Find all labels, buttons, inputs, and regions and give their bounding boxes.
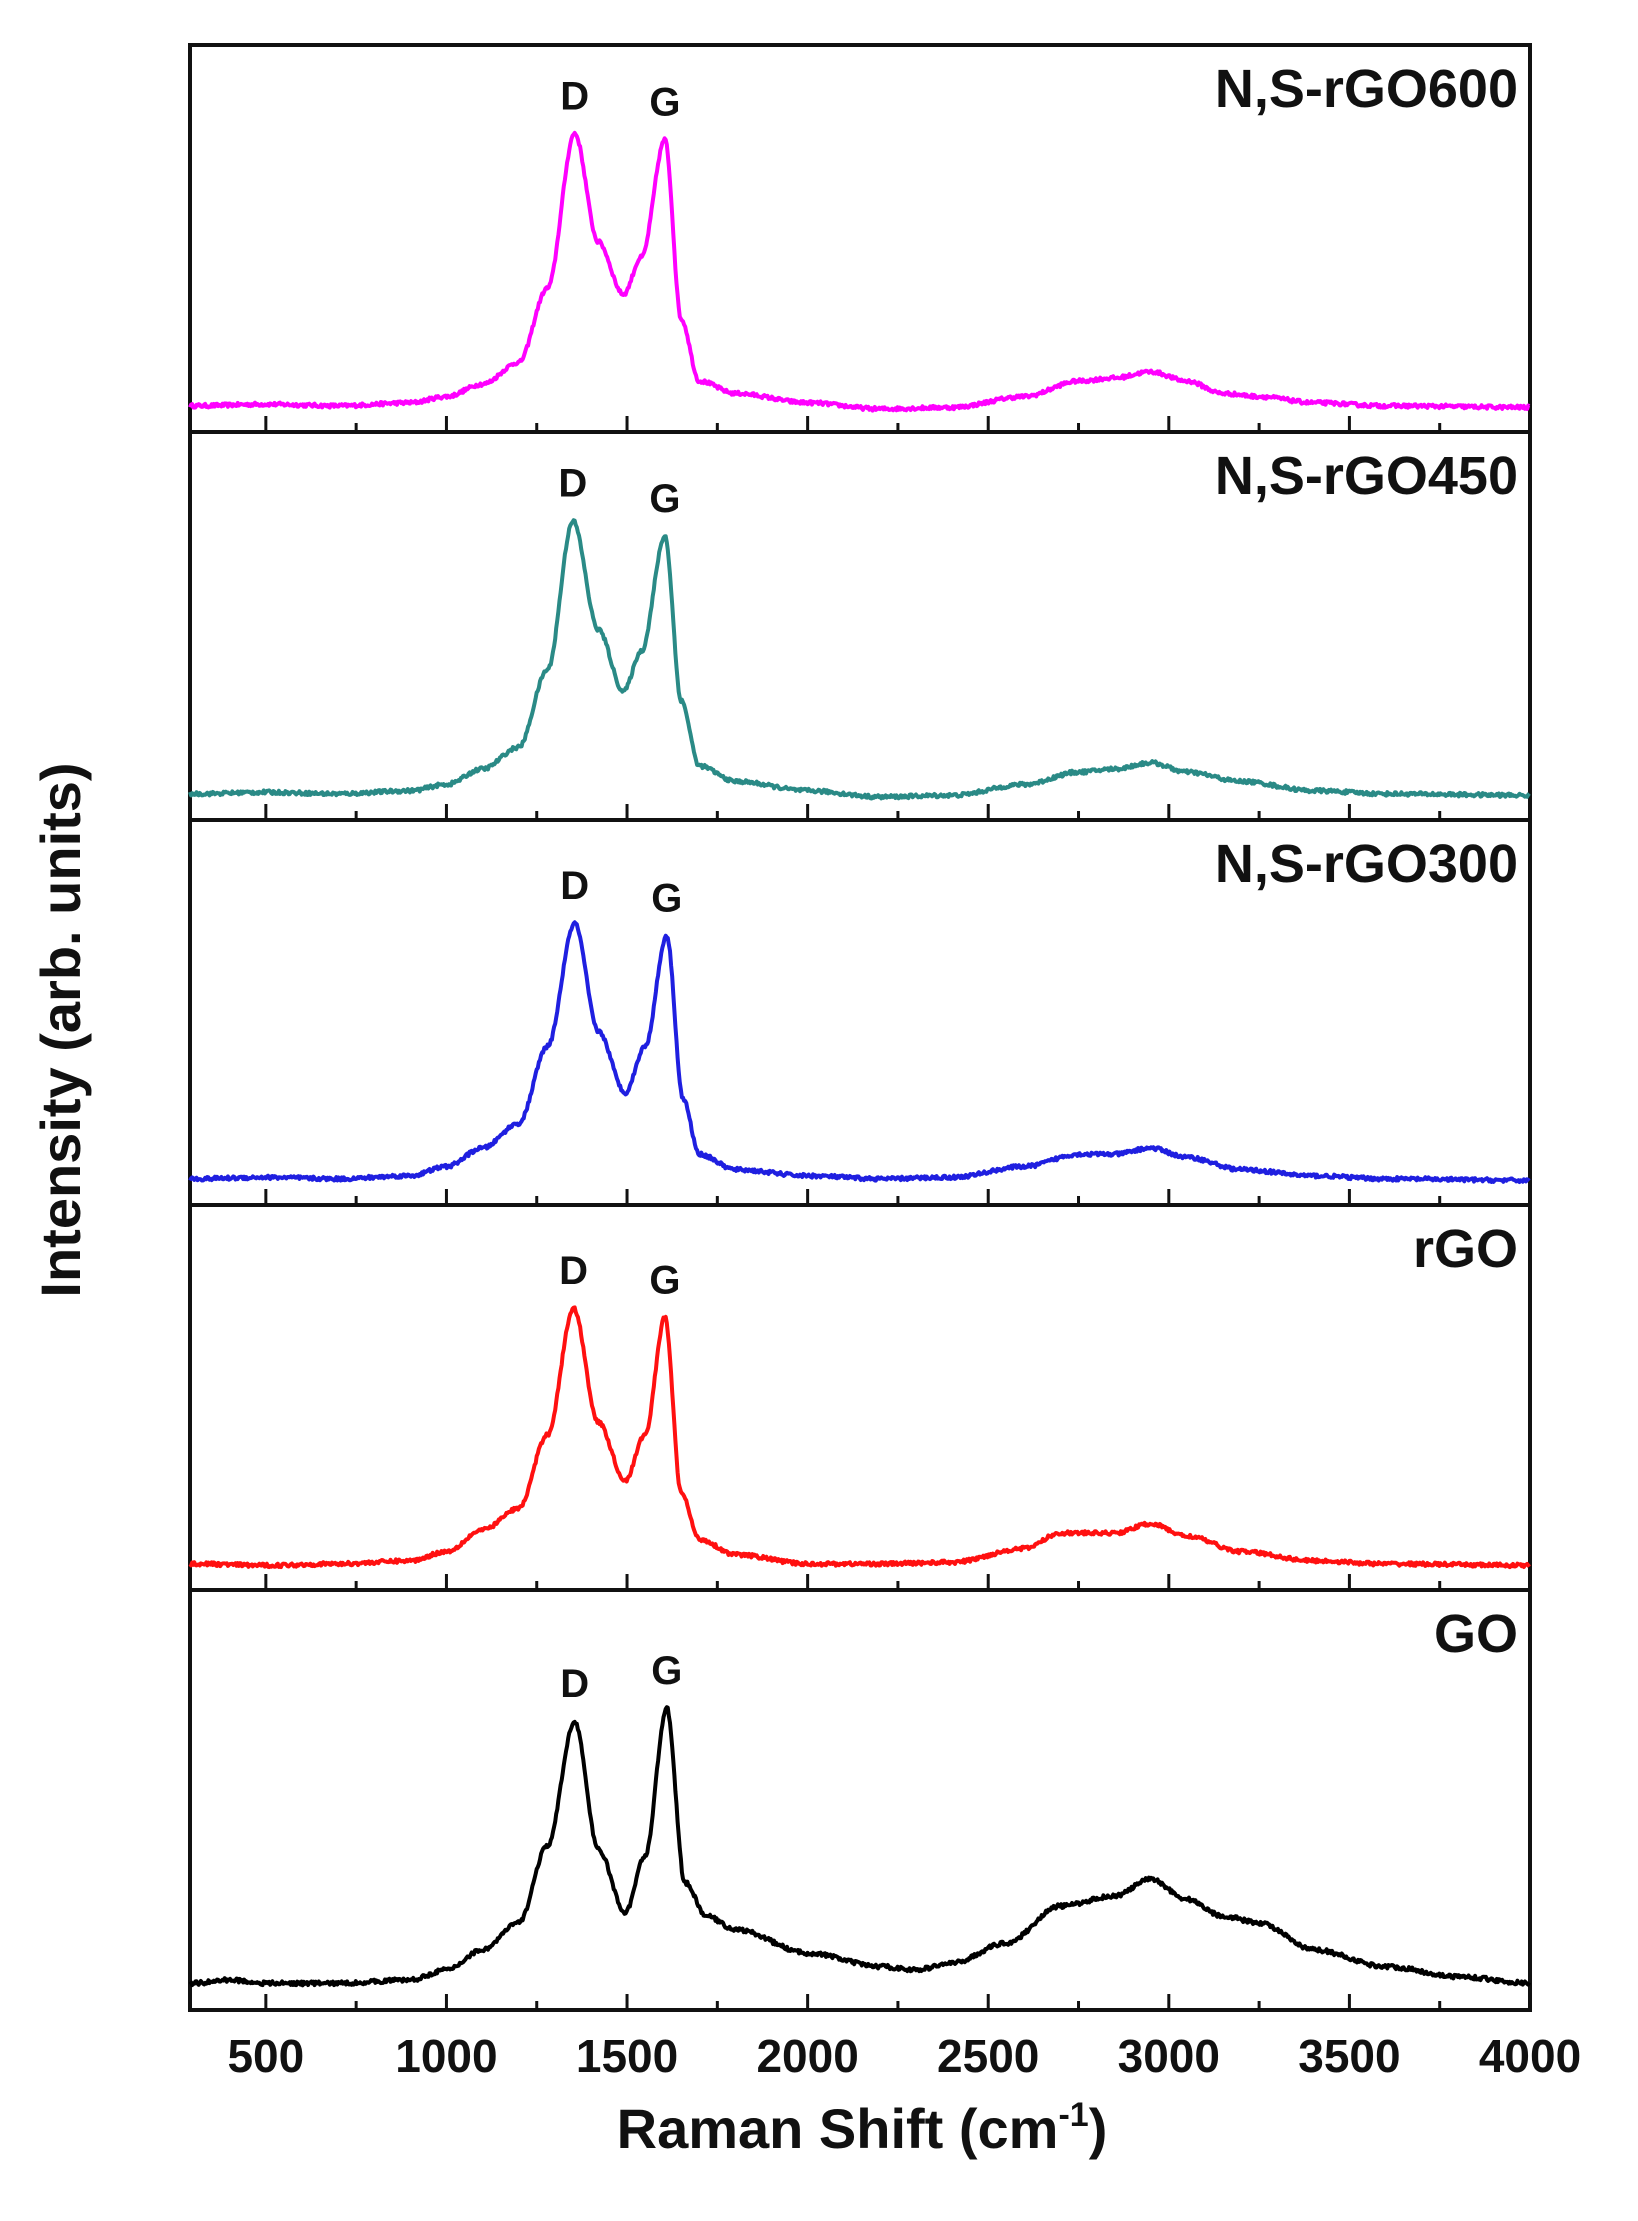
- series-label-N,S-rGO300: N,S-rGO300: [1215, 834, 1518, 894]
- x-axis-label: Raman Shift (cm-1): [617, 2096, 1108, 2160]
- spectrum-line-N,S-rGO450: [188, 518, 1531, 801]
- y-axis-label: Intensity (arb. units): [29, 762, 92, 1297]
- spectrum-line-GO: [188, 1705, 1532, 1988]
- x-tick-label: 500: [227, 2030, 304, 2082]
- x-tick-label: 2000: [756, 2030, 858, 2082]
- x-axis-label-close: ): [1089, 2097, 1108, 2160]
- spectrum-line-rGO: [188, 1305, 1531, 1570]
- x-axis: 500 1000 1500 2000 2500 3000 3500 4000: [227, 2030, 1581, 2082]
- x-tick-label: 3000: [1118, 2030, 1220, 2082]
- series-label-rGO: rGO: [1413, 1219, 1518, 1279]
- peak-label-G-rGO: G: [649, 1258, 680, 1302]
- peak-label-D-N,S-rGO600: D: [560, 74, 589, 118]
- peak-label-D-N,S-rGO300: D: [560, 864, 589, 908]
- series-label-N,S-rGO600: N,S-rGO600: [1215, 59, 1518, 119]
- series-label-N,S-rGO450: N,S-rGO450: [1215, 446, 1518, 506]
- peak-label-G-N,S-rGO600: G: [649, 81, 680, 125]
- panel-frame: [188, 1588, 1532, 2012]
- x-tick-label: 4000: [1479, 2030, 1581, 2082]
- x-tick-label: 2500: [937, 2030, 1039, 2082]
- panel-rGO: rGO D G: [188, 1203, 1532, 1592]
- peak-label-D-GO: D: [560, 1662, 589, 1706]
- series-label-GO: GO: [1434, 1604, 1518, 1664]
- x-tick-label: 3500: [1298, 2030, 1400, 2082]
- x-axis-label-superscript: -1: [1058, 2096, 1088, 2134]
- x-axis-label-main: Raman Shift (cm: [617, 2097, 1059, 2160]
- peak-label-D-rGO: D: [559, 1249, 588, 1293]
- peak-label-D-N,S-rGO450: D: [558, 462, 587, 506]
- panel-GO: GO D G: [188, 1588, 1532, 2012]
- spectrum-line-N,S-rGO300: [188, 920, 1531, 1184]
- peak-label-G-N,S-rGO450: G: [649, 477, 680, 521]
- spectrum-line-N,S-rGO600: [188, 130, 1531, 413]
- x-tick-label: 1000: [395, 2030, 497, 2082]
- peak-label-G-N,S-rGO300: G: [651, 877, 682, 921]
- peak-label-G-GO: G: [651, 1649, 682, 1693]
- x-tick-label: 1500: [576, 2030, 678, 2082]
